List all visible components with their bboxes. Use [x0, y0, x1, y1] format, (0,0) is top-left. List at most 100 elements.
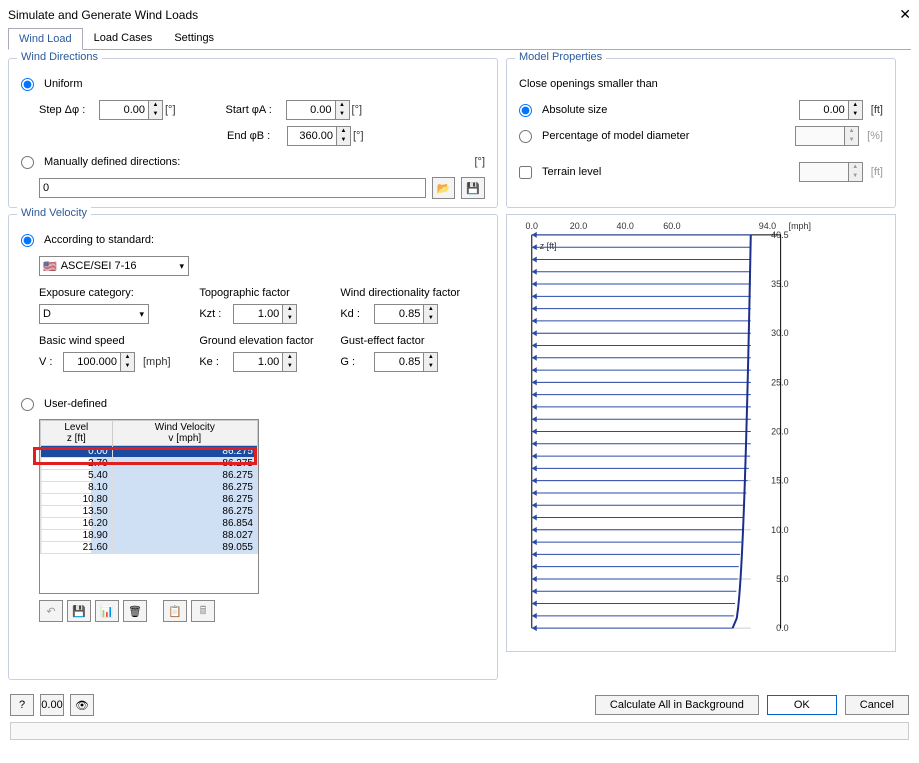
g-input[interactable] — [375, 353, 423, 371]
gust-label: Gust-effect factor — [340, 335, 485, 347]
table-row[interactable]: 21.6089.055 — [41, 542, 258, 554]
radio-absolute[interactable] — [519, 104, 532, 117]
tab-settings[interactable]: Settings — [163, 27, 225, 49]
topo-label: Topographic factor — [199, 287, 334, 299]
g-spinner[interactable]: ▲▼ — [374, 352, 438, 372]
table-row[interactable]: 18.9088.027 — [41, 530, 258, 542]
table-row[interactable]: 13.5086.275 — [41, 506, 258, 518]
svg-text:0.0: 0.0 — [776, 623, 788, 633]
start-input[interactable] — [287, 101, 335, 119]
step-spinner[interactable]: ▲▼ — [99, 100, 163, 120]
radio-manual[interactable] — [21, 156, 34, 169]
help-icon[interactable]: ? — [10, 694, 34, 716]
terrain-input — [800, 163, 848, 181]
table-row[interactable]: 2.7086.275 — [41, 458, 258, 470]
step-unit: [°] — [165, 104, 176, 116]
v-input[interactable] — [64, 353, 120, 371]
pct-unit: [%] — [867, 130, 883, 142]
checkbox-terrain[interactable] — [519, 166, 532, 179]
manual-input[interactable] — [39, 178, 426, 198]
export-excel-icon[interactable]: 📊 — [95, 600, 119, 622]
manual-label: Manually defined directions: — [44, 156, 180, 168]
manual-unit: [°] — [474, 156, 485, 168]
step-input[interactable] — [100, 101, 148, 119]
g-label: G : — [340, 356, 368, 368]
open-icon[interactable]: 📂 — [432, 177, 456, 199]
terrain-label: Terrain level — [542, 166, 601, 178]
ke-spinner[interactable]: ▲▼ — [233, 352, 297, 372]
end-input[interactable] — [288, 127, 336, 145]
delete-icon[interactable]: 🗑 — [123, 600, 147, 622]
table-row[interactable]: 10.8086.275 — [41, 494, 258, 506]
group-wind-velocity: Wind Velocity According to standard: 🇺🇸 … — [8, 214, 498, 680]
tab-load-cases[interactable]: Load Cases — [83, 27, 164, 49]
table-row[interactable]: 16.2086.854 — [41, 518, 258, 530]
abs-spinner[interactable]: ▲▼ — [799, 100, 863, 120]
v-unit: [mph] — [143, 356, 171, 368]
velocity-table[interactable]: Levelz [ft] Wind Velocityv [mph] 0.0086.… — [39, 419, 259, 594]
ground-label: Ground elevation factor — [199, 335, 334, 347]
exp-cat-select[interactable]: D — [39, 304, 149, 324]
v-spinner[interactable]: ▲▼ — [63, 352, 135, 372]
units-icon[interactable]: 0.00 — [40, 694, 64, 716]
svg-text:15.0: 15.0 — [771, 476, 788, 486]
kd-input[interactable] — [375, 305, 423, 323]
according-label: According to standard: — [44, 234, 154, 246]
ok-button[interactable]: OK — [767, 695, 837, 715]
svg-text:z [ft]: z [ft] — [540, 241, 557, 251]
start-spinner[interactable]: ▲▼ — [286, 100, 350, 120]
percentage-label: Percentage of model diameter — [542, 130, 689, 142]
svg-text:10.0: 10.0 — [771, 525, 788, 535]
window-title: Simulate and Generate Wind Loads — [8, 8, 198, 22]
absolute-label: Absolute size — [542, 104, 607, 116]
kzt-spinner[interactable]: ▲▼ — [233, 304, 297, 324]
tab-wind-load[interactable]: Wind Load — [8, 28, 83, 50]
table-row[interactable]: 8.1086.275 — [41, 482, 258, 494]
abs-input[interactable] — [800, 101, 848, 119]
group-title: Wind Velocity — [17, 207, 91, 219]
save-icon[interactable]: 💾 — [461, 177, 485, 199]
abs-unit: [ft] — [871, 104, 883, 116]
close-icon[interactable]: ✕ — [899, 6, 911, 23]
undo-icon[interactable]: ↶ — [39, 600, 63, 622]
radio-percentage[interactable] — [519, 130, 532, 143]
table-row[interactable]: 0.0086.275 — [41, 446, 258, 458]
svg-text:30.0: 30.0 — [771, 328, 788, 338]
standard-select[interactable]: 🇺🇸 ASCE/SEI 7-16 — [39, 256, 189, 276]
save-table-icon[interactable]: 💾 — [67, 600, 91, 622]
th-level: Levelz [ft] — [41, 421, 113, 446]
radio-standard[interactable] — [21, 234, 34, 247]
calculate-button[interactable]: Calculate All in Background — [595, 695, 759, 715]
group-title: Wind Directions — [17, 51, 102, 63]
kzt-input[interactable] — [234, 305, 282, 323]
group-wind-directions: Wind Directions Uniform Step Δφ : ▲▼ [°]… — [8, 58, 498, 208]
end-spinner[interactable]: ▲▼ — [287, 126, 351, 146]
exp-cat-value: D — [43, 308, 51, 320]
svg-text:35.0: 35.0 — [771, 279, 788, 289]
end-label: End φB : — [227, 130, 287, 142]
end-unit: [°] — [353, 130, 364, 142]
ke-input[interactable] — [234, 353, 282, 371]
v-label: V : — [39, 356, 57, 368]
cancel-button[interactable]: Cancel — [845, 695, 909, 715]
standard-value: ASCE/SEI 7-16 — [61, 260, 137, 272]
pct-input — [796, 127, 844, 145]
kd-spinner[interactable]: ▲▼ — [374, 304, 438, 324]
svg-text:60.0: 60.0 — [663, 221, 680, 231]
view-icon[interactable]: 👁 — [70, 694, 94, 716]
radio-uniform[interactable] — [21, 78, 34, 91]
svg-text:20.0: 20.0 — [570, 221, 587, 231]
table-row[interactable]: 5.4086.275 — [41, 470, 258, 482]
ke-label: Ke : — [199, 356, 227, 368]
status-bar — [10, 722, 909, 740]
copy-icon[interactable]: 📋 — [163, 600, 187, 622]
pct-spinner: ▲▼ — [795, 126, 859, 146]
radio-user-defined[interactable] — [21, 398, 34, 411]
wind-profile-chart: 0.020.040.060.094.0[mph]z [ft]0.05.010.0… — [506, 214, 896, 652]
svg-text:0.0: 0.0 — [526, 221, 538, 231]
tab-bar: Wind Load Load Cases Settings — [8, 27, 911, 50]
exp-cat-label: Exposure category: — [39, 287, 193, 299]
calc-icon[interactable]: 🖩 — [191, 600, 215, 622]
svg-text:20.0: 20.0 — [771, 426, 788, 436]
svg-text:5.0: 5.0 — [776, 574, 788, 584]
